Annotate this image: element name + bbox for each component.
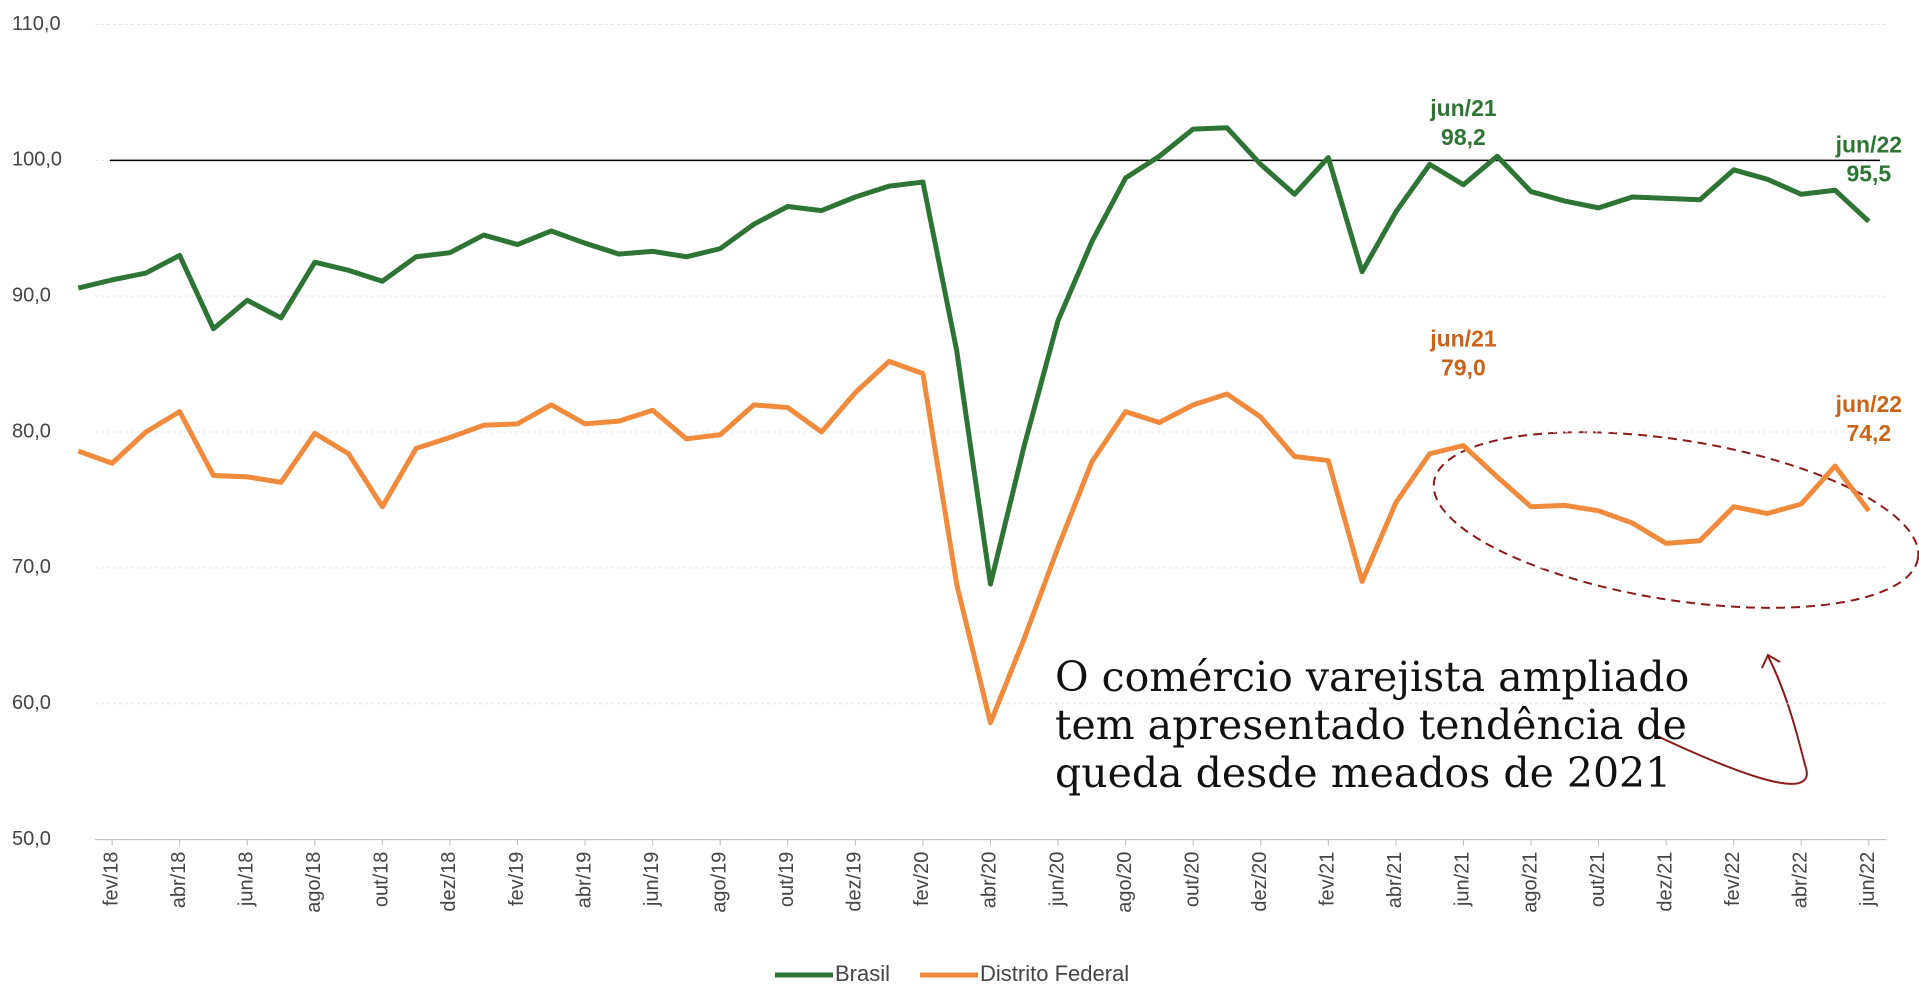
x-tick-label: jun/22 bbox=[1857, 852, 1879, 908]
x-tick-label: ago/20 bbox=[1114, 852, 1136, 913]
y-tick-label: 80,0 bbox=[12, 420, 51, 442]
x-tick-label: ago/18 bbox=[303, 852, 325, 913]
y-tick-label: 60,0 bbox=[12, 692, 51, 714]
annotation-x: jun/22 bbox=[1835, 391, 1902, 417]
x-tick-label: ago/19 bbox=[708, 852, 730, 913]
x-tick-label: dez/18 bbox=[438, 852, 460, 912]
x-tick-label: abr/21 bbox=[1384, 852, 1406, 909]
x-tick-label: fev/21 bbox=[1317, 852, 1339, 906]
y-tick-label: 90,0 bbox=[12, 284, 51, 306]
y-tick-label: 50,0 bbox=[12, 828, 51, 850]
legend-label: Distrito Federal bbox=[980, 961, 1129, 986]
x-tick-label: out/20 bbox=[1181, 852, 1203, 908]
x-tick-label: fev/19 bbox=[506, 852, 528, 906]
x-tick-label: fev/18 bbox=[100, 852, 122, 906]
x-tick-label: out/18 bbox=[371, 852, 393, 908]
x-tick-label: fev/22 bbox=[1722, 852, 1744, 906]
x-tick-label: jun/19 bbox=[641, 852, 663, 908]
y-tick-label: 110,0 bbox=[12, 13, 61, 35]
annotation-value: 98,2 bbox=[1441, 124, 1486, 150]
x-tick-label: abr/19 bbox=[573, 852, 595, 909]
x-tick-label: jun/18 bbox=[236, 852, 258, 908]
legend-label: Brasil bbox=[835, 961, 890, 986]
annotation-value: 95,5 bbox=[1846, 161, 1891, 187]
x-tick-label: out/21 bbox=[1587, 852, 1609, 908]
annotation-value: 74,2 bbox=[1846, 420, 1891, 446]
arrow bbox=[1654, 655, 1808, 785]
y-tick-label: 100,0 bbox=[12, 149, 62, 171]
series-line bbox=[77, 125, 1871, 587]
annotation-x: jun/21 bbox=[1429, 95, 1497, 121]
x-tick-label: jun/21 bbox=[1452, 852, 1474, 908]
annotation-value: 79,0 bbox=[1441, 355, 1486, 381]
x-tick-label: fev/20 bbox=[911, 852, 933, 906]
x-tick-label: abr/20 bbox=[979, 852, 1001, 909]
x-tick-label: ago/21 bbox=[1519, 852, 1541, 913]
annotation-x: jun/21 bbox=[1429, 326, 1497, 352]
series-line bbox=[77, 358, 1871, 726]
x-tick-label: jun/20 bbox=[1046, 852, 1068, 908]
highlight-ellipse bbox=[1432, 431, 1919, 609]
x-tick-label: dez/20 bbox=[1249, 852, 1271, 912]
x-tick-label: dez/19 bbox=[844, 852, 866, 912]
x-tick-label: abr/22 bbox=[1790, 852, 1812, 909]
annotation-x: jun/22 bbox=[1835, 132, 1902, 158]
y-tick-label: 70,0 bbox=[12, 556, 51, 578]
arrow-head bbox=[1761, 653, 1781, 669]
x-tick-label: abr/18 bbox=[168, 852, 190, 909]
x-tick-label: dez/21 bbox=[1654, 852, 1676, 912]
x-tick-label: out/19 bbox=[776, 852, 798, 908]
note: O comércio varejista ampliado tem apresen… bbox=[1055, 653, 1689, 797]
